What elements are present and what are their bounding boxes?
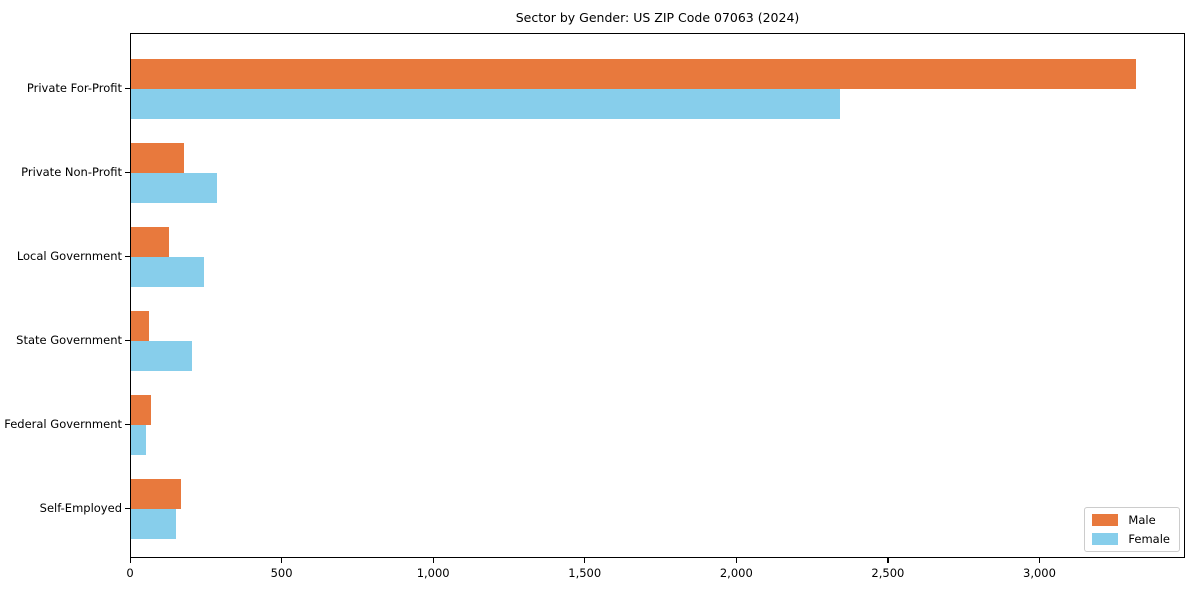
y-tick-mark [125,339,130,341]
legend-swatch-female [1092,533,1119,545]
y-tick-mark [125,255,130,257]
x-tick-mark [584,558,586,563]
x-tick-label: 500 [270,566,293,580]
x-tick-label: 1,000 [416,566,450,580]
bar-male-5 [131,395,151,425]
y-tick-mark [125,87,130,89]
y-tick-mark [125,507,130,509]
bar-female-1 [131,89,841,119]
y-axis-label: State Government [16,333,122,347]
x-tick-label: 1,500 [568,566,602,580]
bar-female-5 [131,425,147,455]
x-tick-mark [129,558,131,563]
x-tick-mark [1038,558,1041,563]
x-tick-label: 2,000 [719,566,753,580]
bar-male-1 [131,59,1136,89]
y-tick-mark [125,423,130,425]
legend-label: Male [1128,513,1156,527]
legend-entry-female: Female [1092,532,1170,546]
legend-swatch-male [1092,514,1119,526]
x-tick-mark [281,558,283,563]
bar-female-2 [131,173,218,203]
y-axis-label: Private Non-Profit [21,165,122,179]
x-tick-label: 3,000 [1023,566,1056,580]
plot-area: Male Female [130,33,1185,558]
y-axis-label: Self-Employed [39,501,122,515]
x-tick-label: 0 [126,566,134,580]
chart-title: Sector by Gender: US ZIP Code 07063 (202… [515,10,800,25]
bar-male-3 [131,227,169,257]
legend-label: Female [1128,532,1170,546]
y-axis-label: Private For-Profit [26,81,122,95]
bar-male-6 [131,479,182,509]
bar-female-6 [131,509,177,539]
y-axis-label: Federal Government [4,417,122,431]
x-tick-mark [432,558,434,563]
x-tick-mark [735,558,737,563]
x-tick-label: 2,500 [871,566,905,580]
bar-male-2 [131,143,185,173]
bar-female-4 [131,341,192,371]
y-axis-label: Local Government [16,249,122,263]
bar-female-3 [131,257,204,287]
y-tick-mark [125,171,130,173]
bar-male-4 [131,311,150,341]
legend: Male Female [1084,507,1180,552]
x-tick-mark [887,558,889,563]
legend-entry-male: Male [1092,513,1170,527]
